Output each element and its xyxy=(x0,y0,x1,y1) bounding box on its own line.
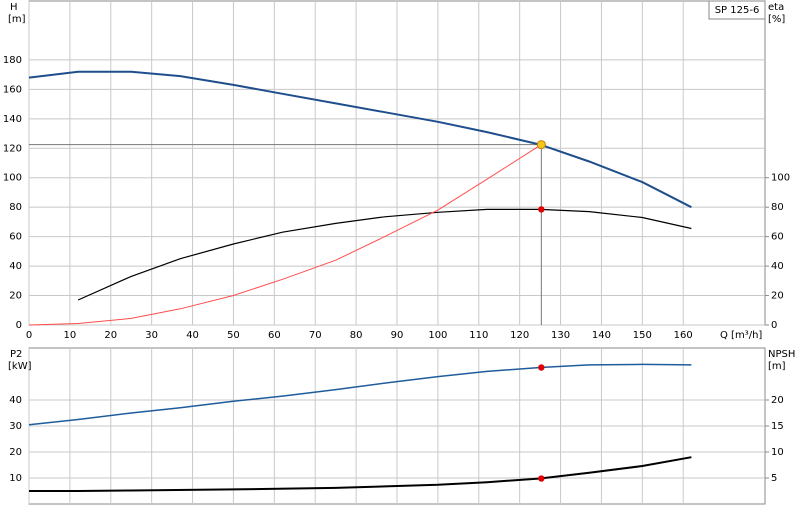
y-axis-unit: [kW] xyxy=(8,361,32,372)
x-tick-label: 90 xyxy=(391,330,404,341)
curve xyxy=(28,144,542,326)
operating-point xyxy=(538,475,545,482)
y-tick-label: 40 xyxy=(9,395,22,406)
y2-tick-label: 80 xyxy=(771,202,784,213)
y2-tick-label: 20 xyxy=(771,395,784,406)
x-tick-label: 120 xyxy=(510,330,529,341)
y2-tick-label: 100 xyxy=(771,173,790,184)
y2-axis-label: NPSH xyxy=(768,349,795,360)
y-tick-label: 30 xyxy=(9,421,22,432)
curve xyxy=(28,363,692,426)
x-tick-label: 60 xyxy=(268,330,281,341)
y-tick-label: 40 xyxy=(9,261,22,272)
x-tick-label: 110 xyxy=(469,330,488,341)
label-box-text: SP 125-6 xyxy=(715,5,760,16)
y2-tick-label: 0 xyxy=(771,320,777,331)
curve xyxy=(28,70,692,209)
x-tick-label: 70 xyxy=(309,330,322,341)
operating-point xyxy=(536,140,546,150)
y2-tick-label: 5 xyxy=(771,473,777,484)
y-tick-label: 20 xyxy=(9,447,22,458)
y2-tick-label: 20 xyxy=(771,291,784,302)
y2-axis-unit: [%] xyxy=(768,14,785,25)
y2-tick-label: 40 xyxy=(771,261,784,272)
y2-tick-label: 60 xyxy=(771,232,784,243)
x-tick-label: 150 xyxy=(633,330,652,341)
x-tick-label: 0 xyxy=(26,330,32,341)
operating-point xyxy=(538,206,545,213)
y2-axis-label: eta xyxy=(768,2,784,13)
operating-point xyxy=(538,364,545,371)
x-tick-label: 30 xyxy=(145,330,158,341)
y-tick-label: 100 xyxy=(3,173,22,184)
x-tick-label: 160 xyxy=(674,330,693,341)
y-axis-label: H xyxy=(10,2,18,13)
x-tick-label: 130 xyxy=(551,330,570,341)
x-tick-label: 100 xyxy=(428,330,447,341)
curve xyxy=(77,208,692,301)
x-tick-label: 10 xyxy=(64,330,77,341)
y-tick-label: 160 xyxy=(3,84,22,95)
x-axis-label: Q [m³/h] xyxy=(720,330,762,341)
curve xyxy=(29,456,692,492)
y-tick-label: 140 xyxy=(3,114,22,125)
x-tick-label: 140 xyxy=(592,330,611,341)
y-tick-label: 80 xyxy=(9,202,22,213)
y-tick-label: 120 xyxy=(3,143,22,154)
y-axis-unit: [m] xyxy=(8,14,26,25)
y-tick-label: 20 xyxy=(9,291,22,302)
y2-axis-unit: [m] xyxy=(768,361,786,372)
x-tick-label: 80 xyxy=(350,330,363,341)
y2-tick-label: 15 xyxy=(771,421,784,432)
y-tick-label: 0 xyxy=(16,320,22,331)
y-tick-label: 10 xyxy=(9,473,22,484)
x-tick-label: 50 xyxy=(227,330,240,341)
y-tick-label: 60 xyxy=(9,232,22,243)
y-tick-label: 180 xyxy=(3,55,22,66)
y2-tick-label: 10 xyxy=(771,447,784,458)
x-tick-label: 40 xyxy=(186,330,199,341)
x-tick-label: 20 xyxy=(104,330,117,341)
y-axis-label: P2 xyxy=(10,349,22,360)
label-box xyxy=(708,0,766,20)
